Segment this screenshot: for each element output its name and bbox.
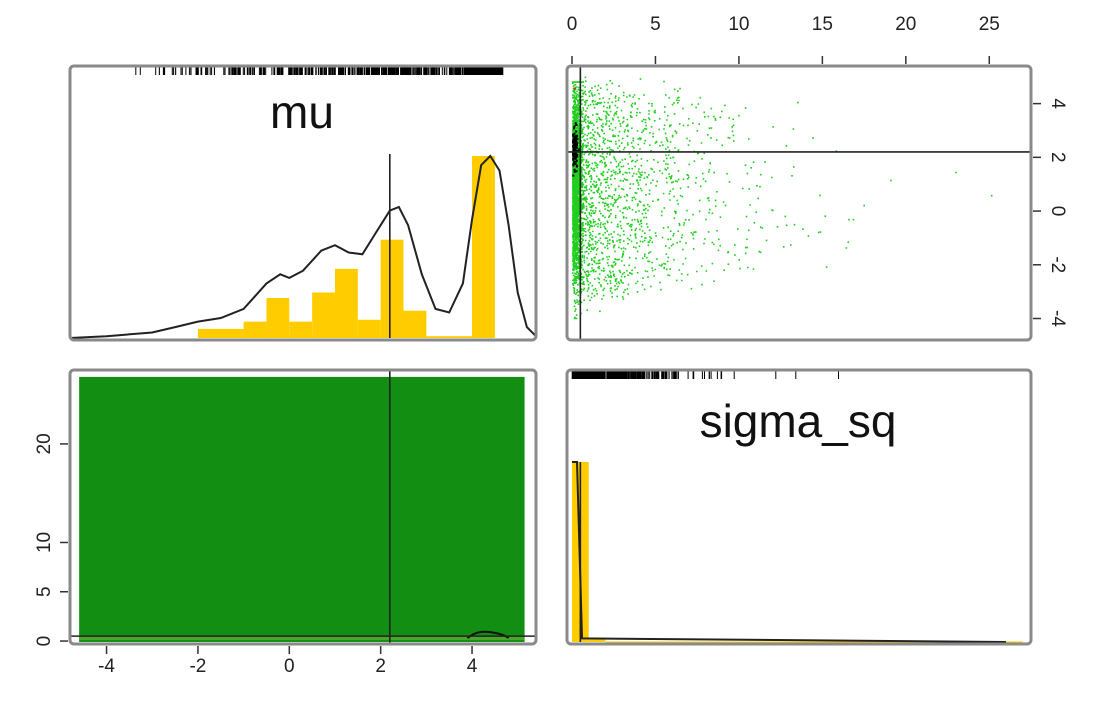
sigma-rug — [571, 371, 839, 379]
panel-frame-bottom-right — [565, 368, 1033, 646]
panel-scatter-mu-vs-sigma — [565, 64, 1033, 342]
panel-frame-top-left — [68, 64, 538, 342]
top-tick-label-sigma-10: 10 — [728, 14, 749, 35]
mu-hist-bar-5 — [334, 268, 358, 338]
mu-hist-bar-4 — [312, 292, 335, 338]
top-tick-label-sigma-0: 0 — [567, 14, 578, 35]
panel-density-sigma-vs-mu — [68, 368, 538, 646]
scatter-points — [572, 76, 993, 320]
right-tick-label-mu--2: -2 — [1047, 256, 1068, 273]
mu-hist-bar-0 — [197, 328, 244, 338]
left-tick-label-sigma-10: 10 — [34, 532, 55, 553]
left-tick-label-sigma-5: 5 — [34, 586, 55, 597]
mu-hist-bar-1 — [243, 321, 267, 338]
mu-hist-bar-6 — [357, 319, 381, 338]
mu-hist-bar-2 — [266, 297, 290, 338]
mu-hist-bar-3 — [289, 321, 313, 338]
scatter-red-point — [573, 87, 576, 90]
label-sigma-sq: sigma_sq — [700, 395, 897, 447]
axes: -4 -2 0 2 4 0 5 10 15 20 25 0 5 10 20 -4 -2 0 2 4 — [34, 14, 1068, 677]
top-tick-label-sigma-25: 25 — [979, 14, 1000, 35]
x-tick-label-mu--4: -4 — [98, 656, 115, 677]
x-tick-label-mu-4: 4 — [467, 656, 478, 677]
panel-sigma-marginal — [565, 368, 1033, 646]
sigma-density-curve — [572, 461, 1006, 643]
mu-density-curve — [69, 154, 537, 339]
panel-frame-top-right — [565, 64, 1033, 342]
x-tick-label-mu-0: 0 — [284, 656, 295, 677]
panel-mu-marginal — [68, 64, 538, 342]
top-tick-label-sigma-15: 15 — [812, 14, 833, 35]
mu-hist-bar-8 — [403, 310, 427, 338]
density-fill — [79, 376, 525, 643]
right-tick-label-mu-2: 2 — [1047, 152, 1068, 163]
mu-rug — [135, 67, 504, 75]
right-tick-label-mu-4: 4 — [1047, 98, 1068, 109]
density-low-band — [79, 636, 525, 641]
sigma-hist-bar-1 — [588, 638, 606, 642]
x-tick-label-mu-2: 2 — [375, 656, 386, 677]
mu-hist-bar-10 — [472, 156, 495, 338]
label-mu: mu — [270, 86, 334, 138]
sigma-hist-bar-2 — [605, 641, 1023, 643]
left-tick-label-sigma-20: 20 — [34, 433, 55, 454]
top-tick-label-sigma-20: 20 — [895, 14, 916, 35]
left-tick-label-sigma-0: 0 — [34, 636, 55, 647]
mu-hist-bar-7 — [380, 239, 404, 338]
right-tick-label-mu-0: 0 — [1047, 206, 1068, 217]
right-tick-label-mu--4: -4 — [1047, 310, 1068, 327]
x-tick-label-mu--2: -2 — [189, 656, 206, 677]
panel-frame-bottom-left — [68, 368, 538, 646]
top-tick-label-sigma-5: 5 — [650, 14, 661, 35]
mu-hist-bar-9 — [426, 336, 473, 338]
